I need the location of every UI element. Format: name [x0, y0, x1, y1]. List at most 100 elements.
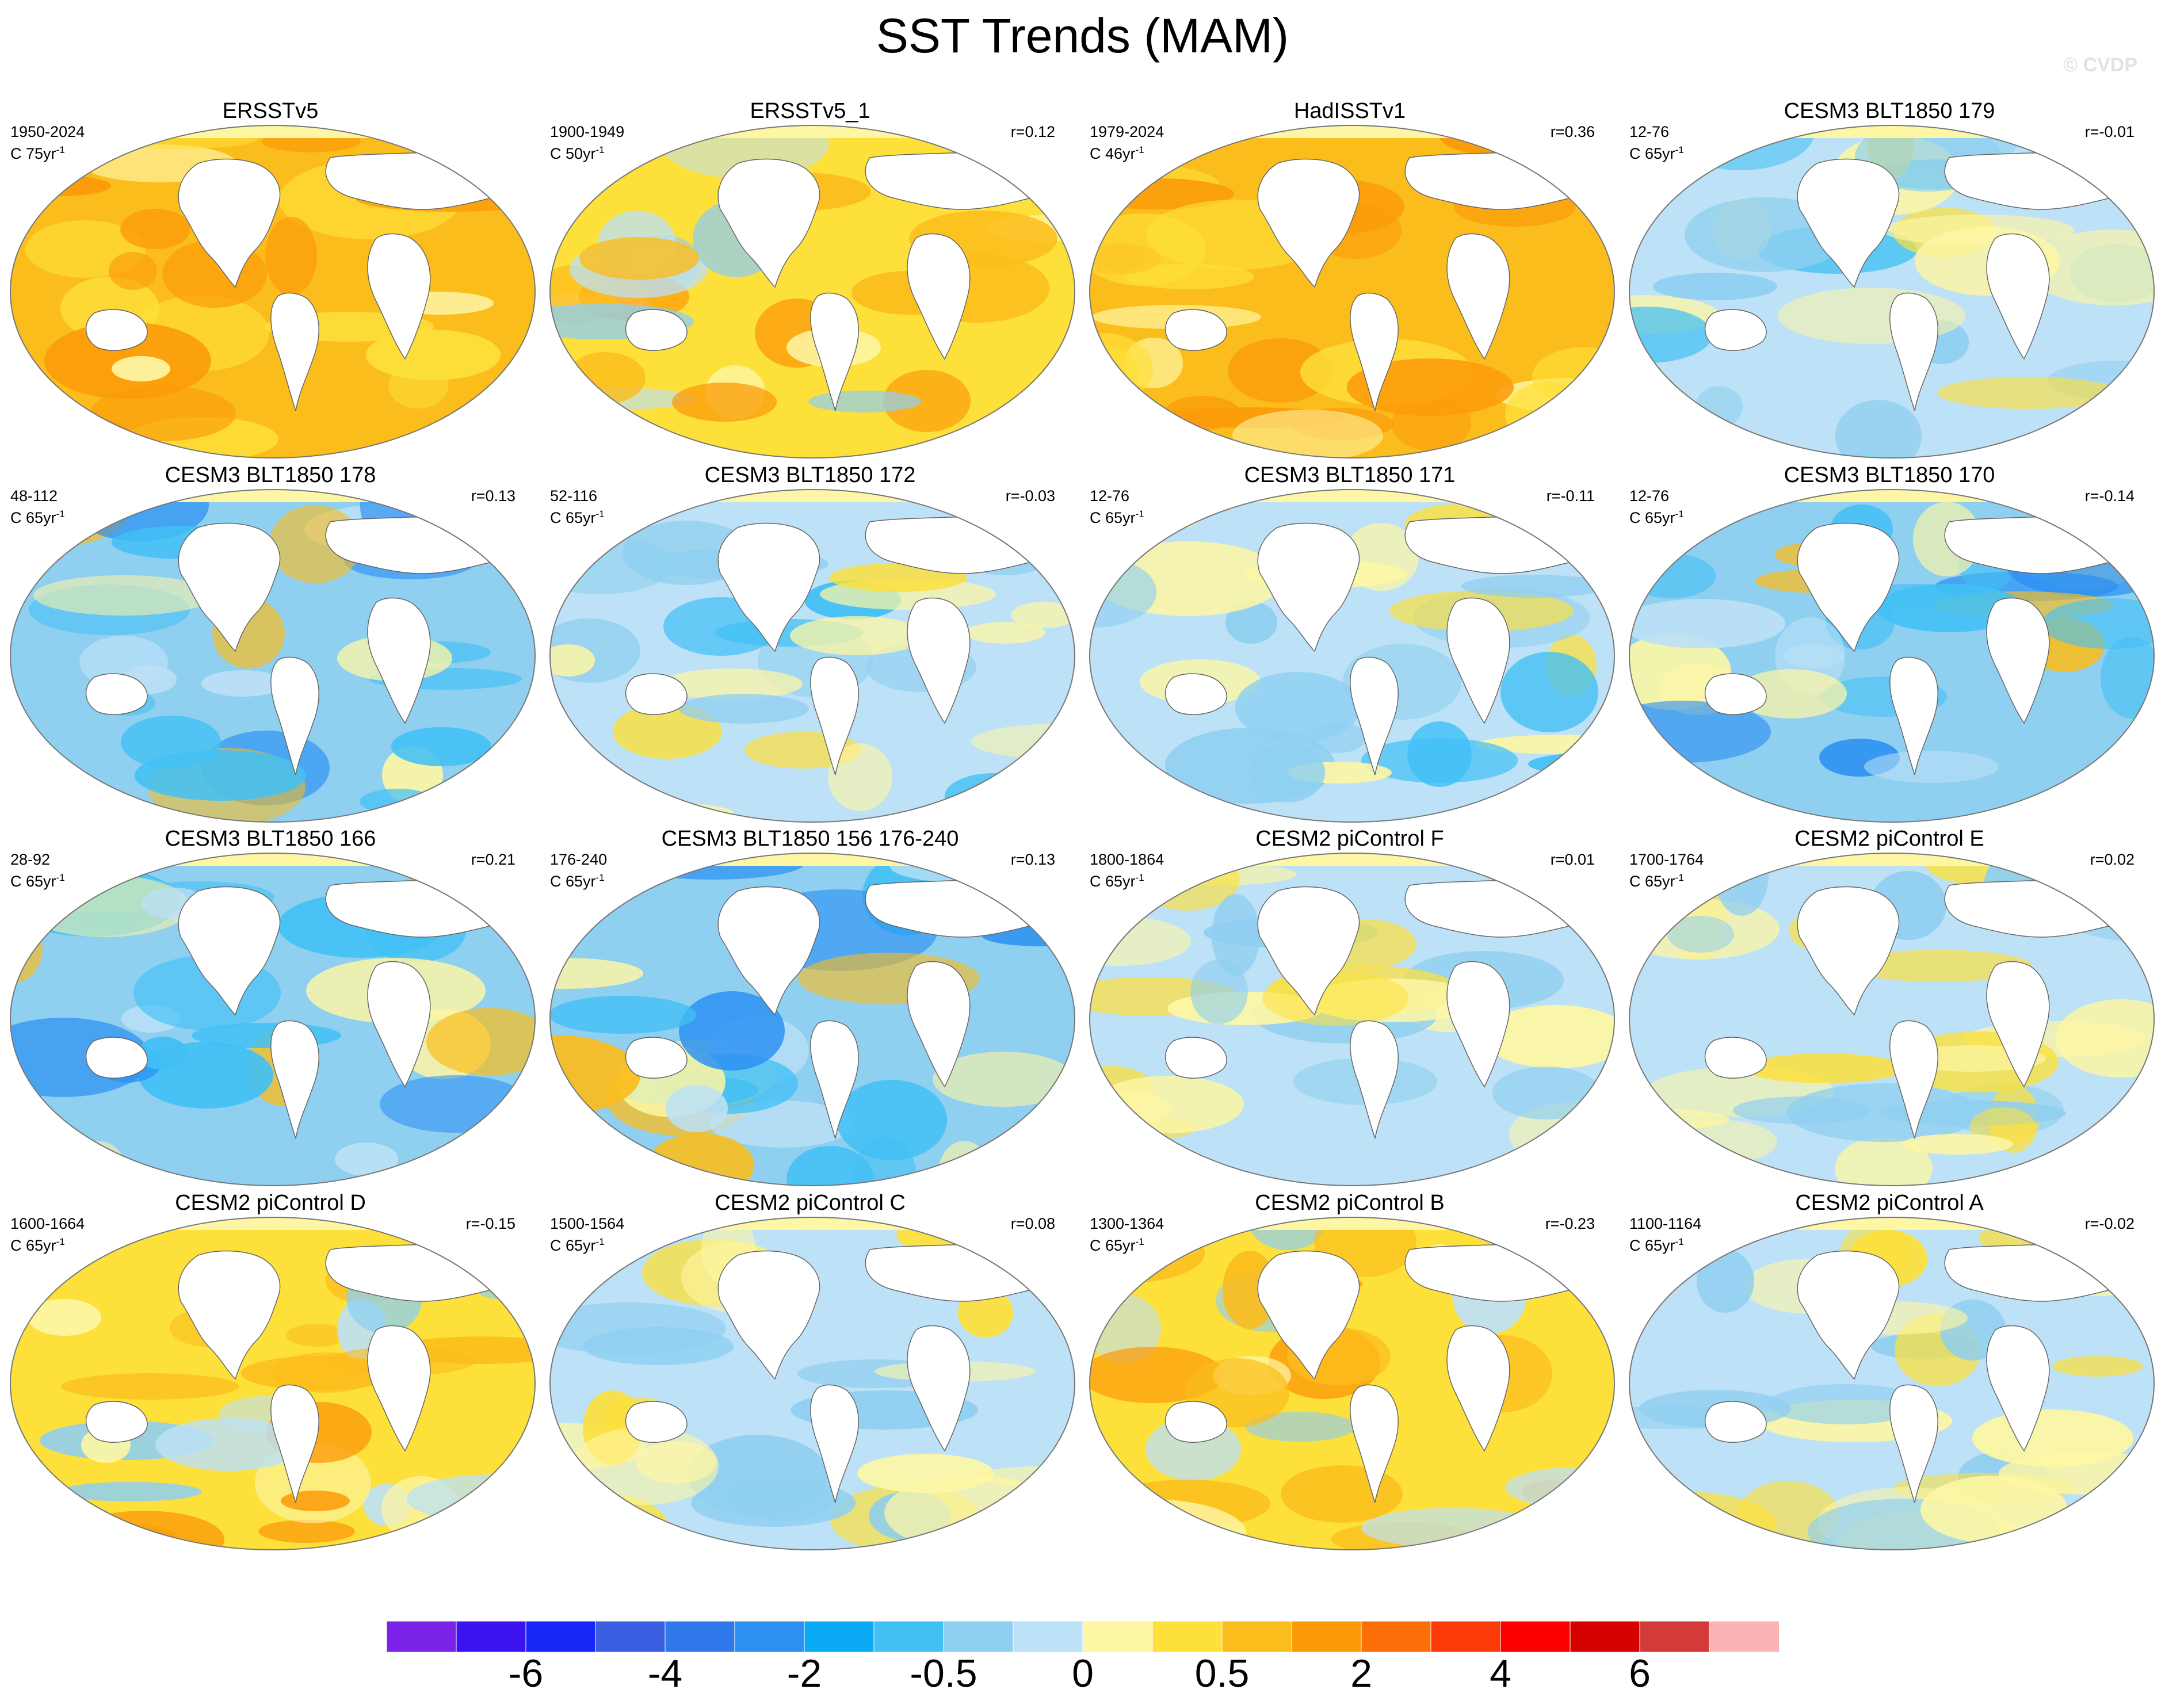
trend-contour: [2026, 230, 2154, 305]
land-mask: [625, 309, 688, 351]
land-mask: [717, 158, 820, 288]
trend-contour: [1245, 1412, 1355, 1442]
colorbar-swatch: [525, 1621, 596, 1653]
map-panel: CESM3 BLT1850 166 28-92 C 65yr-1 r=0.21: [0, 827, 541, 1192]
land-mask: [1257, 522, 1360, 652]
trend-unit: C 65yr-1: [1090, 1233, 1164, 1255]
colorbar-tick-label: 2: [1350, 1652, 1372, 1695]
panel-title: ERSSTv5_1: [750, 99, 870, 123]
trend-contour: [1653, 273, 1777, 300]
unit-exponent: -1: [56, 509, 65, 519]
land-mask: [907, 597, 971, 724]
trend-contour: [1461, 575, 1607, 598]
land-mask: [1164, 309, 1227, 351]
unit-exponent: -1: [1135, 872, 1144, 883]
colorbar-swatch: [665, 1621, 735, 1653]
panel-period: 28-92 C 65yr-1: [10, 851, 65, 891]
land-mask: [1164, 1401, 1227, 1443]
unit-exponent: -1: [595, 872, 605, 883]
colorbar-swatch: [873, 1621, 944, 1653]
land-mask: [1350, 292, 1399, 411]
trend-contour: [1937, 377, 2120, 409]
sst-trend-map: [10, 1217, 536, 1550]
trend-contour: [666, 1085, 728, 1132]
trend-contour: [120, 209, 190, 249]
trend-contour: [59, 1482, 202, 1501]
trend-contour: [1212, 894, 1260, 976]
map-border: [1089, 125, 1615, 458]
trend-contour: [1733, 1096, 1870, 1124]
trend-contour: [1920, 1476, 2068, 1543]
map-border: [549, 125, 1075, 458]
unit-base: C 65yr: [10, 873, 56, 890]
unit-base: C 65yr: [10, 1237, 56, 1254]
colorbar-swatch: [1430, 1621, 1501, 1653]
trend-contour: [1361, 1508, 1544, 1548]
trend-contour: [1492, 1067, 1601, 1119]
trend-contour: [1667, 916, 1734, 953]
pattern-correlation: r=-0.15: [465, 1215, 516, 1232]
map-border: [10, 1217, 536, 1550]
pattern-correlation: r=0.02: [2090, 851, 2135, 868]
period-years: 1600-1664: [10, 1215, 85, 1232]
map-border: [549, 489, 1075, 823]
land-mask: [625, 1401, 688, 1443]
trend-contour: [109, 252, 157, 290]
trend-contour: [1883, 215, 2075, 246]
map-panel: ERSSTv5 1950-2024 C 75yr-1: [0, 99, 541, 464]
land-mask: [1704, 309, 1767, 351]
panel-period: 1950-2024 C 75yr-1: [10, 123, 85, 163]
land-mask: [1446, 597, 1510, 724]
trend-unit: C 65yr-1: [1629, 869, 1704, 891]
unit-base: C 46yr: [1090, 145, 1136, 162]
map-border: [1629, 489, 2155, 823]
trend-contour: [672, 383, 777, 422]
land-mask: [1986, 233, 2050, 360]
map-border: [1629, 1217, 2155, 1550]
colorbar-tick-label: 6: [1629, 1652, 1651, 1695]
land-mask: [367, 961, 431, 1088]
trend-contour: [1232, 410, 1383, 458]
land-mask: [810, 1020, 859, 1139]
trend-contour: [61, 1373, 239, 1400]
colorbar: [387, 1621, 1779, 1653]
colorbar-tick-label: 0.5: [1194, 1652, 1250, 1695]
unit-base: C 65yr: [1629, 509, 1675, 526]
trend-contour: [1500, 652, 1598, 732]
map-border: [1629, 125, 2155, 458]
panel-period: 1300-1364 C 65yr-1: [1090, 1215, 1164, 1255]
period-years: 1500-1564: [550, 1215, 625, 1232]
land-mask: [85, 673, 148, 715]
trend-contour: [1864, 751, 1999, 783]
period-years: 1800-1864: [1090, 851, 1164, 868]
trend-contour: [201, 670, 284, 697]
pattern-correlation: r=-0.02: [2084, 1215, 2135, 1232]
unit-exponent: -1: [595, 1236, 605, 1247]
trend-contour: [1735, 669, 1847, 719]
period-years: 1950-2024: [10, 123, 85, 140]
trend-contour: [550, 881, 585, 924]
land-mask: [1986, 597, 2050, 724]
trend-contour: [286, 1324, 348, 1347]
trend-contour: [1262, 970, 1408, 1026]
pattern-correlation: r=0.36: [1550, 123, 1595, 140]
unit-exponent: -1: [1675, 144, 1684, 155]
map-panel: CESM3 BLT1850 156 176-240 176-240 C 65yr-1…: [540, 827, 1080, 1192]
map-border: [549, 853, 1075, 1186]
trend-contour: [33, 575, 214, 616]
panel-title: ERSSTv5: [222, 99, 319, 123]
trend-contour: [1847, 950, 2032, 982]
trend-contour: [550, 426, 652, 445]
trend-contour: [965, 622, 1045, 644]
map-panel: CESM2 piControl F 1800-1864 C 65yr-1 r=0.01: [1079, 827, 1620, 1192]
trend-contour: [281, 1491, 350, 1511]
land-mask: [1986, 961, 2050, 1088]
colorbar-tick-label: -6: [508, 1652, 544, 1695]
colorbar-swatch: [734, 1621, 805, 1653]
map-border: [549, 1217, 1075, 1550]
colorbar-swatch: [456, 1621, 526, 1653]
map-border: [10, 853, 536, 1186]
trend-unit: C 65yr-1: [1090, 869, 1164, 891]
land-mask: [1704, 1037, 1767, 1079]
map-panel: CESM2 piControl C 1500-1564 C 65yr-1 r=0.08: [540, 1191, 1080, 1556]
